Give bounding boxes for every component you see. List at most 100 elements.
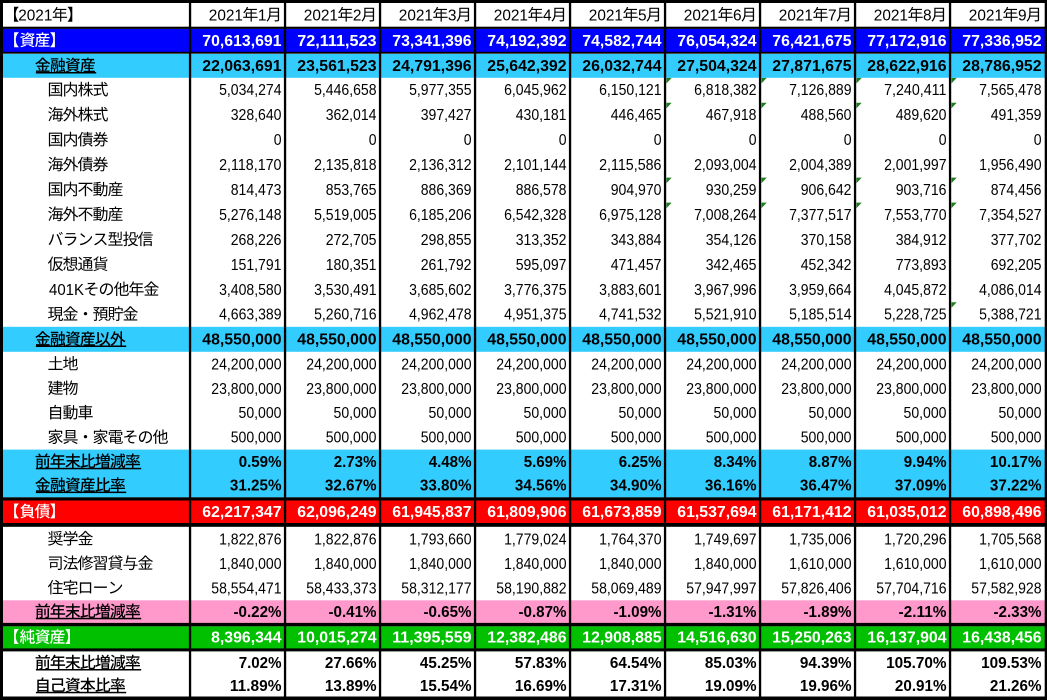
svg-text:5: 5 — [638, 7, 647, 24]
svg-text:23,800,000: 23,800,000 — [496, 381, 566, 398]
svg-text:61,537,694: 61,537,694 — [677, 504, 756, 521]
svg-text:3,883,601: 3,883,601 — [599, 282, 662, 299]
svg-text:7,565,478: 7,565,478 — [979, 82, 1042, 99]
svg-text:77,336,952: 77,336,952 — [962, 33, 1041, 50]
svg-text:2,001,997: 2,001,997 — [884, 157, 946, 174]
svg-text:853,765: 853,765 — [326, 182, 377, 199]
svg-text:4,951,375: 4,951,375 — [504, 307, 567, 324]
svg-text:430,181: 430,181 — [516, 107, 567, 124]
svg-text:1,822,876: 1,822,876 — [314, 531, 377, 548]
svg-text:3,959,664: 3,959,664 — [789, 282, 852, 299]
svg-text:3,776,375: 3,776,375 — [504, 282, 567, 299]
svg-text:58,190,882: 58,190,882 — [496, 580, 566, 597]
svg-text:48,550,000: 48,550,000 — [392, 332, 471, 349]
svg-text:105.70%: 105.70% — [886, 655, 946, 672]
svg-text:58,554,471: 58,554,471 — [211, 580, 281, 597]
svg-text:1,705,568: 1,705,568 — [979, 531, 1042, 548]
svg-text:1,735,006: 1,735,006 — [789, 531, 852, 548]
svg-text:7,008,264: 7,008,264 — [694, 207, 757, 224]
svg-text:7,240,411: 7,240,411 — [884, 82, 947, 99]
svg-text:0: 0 — [844, 132, 852, 149]
svg-text:7,354,527: 7,354,527 — [979, 207, 1041, 224]
svg-text:397,427: 397,427 — [421, 107, 472, 124]
svg-text:9.94%: 9.94% — [904, 454, 947, 471]
svg-text:16.69%: 16.69% — [515, 678, 567, 695]
svg-text:0: 0 — [559, 132, 567, 149]
svg-text:930,259: 930,259 — [706, 182, 757, 199]
svg-text:76,421,675: 76,421,675 — [772, 33, 851, 50]
svg-text:1,749,697: 1,749,697 — [694, 531, 756, 548]
svg-text:60,898,496: 60,898,496 — [962, 504, 1041, 521]
svg-text:2,136,312: 2,136,312 — [409, 157, 471, 174]
svg-text:2,093,004: 2,093,004 — [694, 157, 757, 174]
svg-text:446,465: 446,465 — [611, 107, 662, 124]
svg-text:24,200,000: 24,200,000 — [401, 356, 471, 373]
svg-text:50,000: 50,000 — [809, 405, 852, 422]
svg-text:24,200,000: 24,200,000 — [781, 356, 851, 373]
svg-text:1,610,000: 1,610,000 — [884, 556, 947, 573]
svg-text:23,800,000: 23,800,000 — [686, 381, 756, 398]
svg-text:48,550,000: 48,550,000 — [487, 332, 566, 349]
svg-text:50,000: 50,000 — [239, 405, 282, 422]
svg-text:2,118,170: 2,118,170 — [219, 157, 282, 174]
svg-text:3,967,996: 3,967,996 — [694, 282, 757, 299]
svg-text:57,704,716: 57,704,716 — [876, 580, 946, 597]
svg-text:692,205: 692,205 — [991, 257, 1042, 274]
svg-text:7.02%: 7.02% — [239, 655, 282, 672]
svg-text:9: 9 — [1018, 7, 1027, 24]
svg-text:500,000: 500,000 — [516, 430, 567, 447]
svg-text:2021: 2021 — [684, 7, 718, 24]
svg-text:15,250,263: 15,250,263 — [772, 630, 851, 647]
svg-text:5,260,716: 5,260,716 — [314, 307, 377, 324]
svg-text:109.53%: 109.53% — [981, 655, 1041, 672]
svg-text:2,004,389: 2,004,389 — [789, 157, 852, 174]
svg-text:362,014: 362,014 — [326, 107, 377, 124]
svg-text:5.69%: 5.69% — [524, 454, 567, 471]
svg-text:874,456: 874,456 — [991, 182, 1042, 199]
svg-text:22,063,691: 22,063,691 — [202, 58, 281, 75]
svg-text:1,793,660: 1,793,660 — [409, 531, 472, 548]
svg-text:4,962,478: 4,962,478 — [409, 307, 472, 324]
svg-text:2: 2 — [353, 7, 362, 24]
svg-text:16,137,904: 16,137,904 — [867, 630, 946, 647]
svg-text:4,086,014: 4,086,014 — [979, 282, 1042, 299]
svg-text:5,276,148: 5,276,148 — [219, 207, 282, 224]
svg-text:50,000: 50,000 — [524, 405, 567, 422]
svg-text:1,779,024: 1,779,024 — [504, 531, 567, 548]
svg-text:-0.65%: -0.65% — [424, 604, 472, 621]
svg-text:50,000: 50,000 — [904, 405, 947, 422]
svg-text:814,473: 814,473 — [231, 182, 282, 199]
svg-text:0: 0 — [749, 132, 757, 149]
svg-text:24,200,000: 24,200,000 — [971, 356, 1041, 373]
svg-text:500,000: 500,000 — [326, 430, 377, 447]
svg-text:16,438,456: 16,438,456 — [962, 630, 1041, 647]
svg-text:48,550,000: 48,550,000 — [867, 332, 946, 349]
svg-text:12,382,486: 12,382,486 — [487, 630, 566, 647]
svg-text:50,000: 50,000 — [334, 405, 377, 422]
svg-text:73,341,396: 73,341,396 — [392, 33, 471, 50]
svg-text:500,000: 500,000 — [896, 430, 947, 447]
svg-text:1,720,296: 1,720,296 — [884, 531, 947, 548]
svg-text:272,705: 272,705 — [326, 232, 377, 249]
svg-text:37.09%: 37.09% — [895, 478, 947, 495]
svg-text:24,200,000: 24,200,000 — [211, 356, 281, 373]
svg-text:2021: 2021 — [589, 7, 623, 24]
svg-text:1: 1 — [258, 7, 267, 24]
svg-text:11.89%: 11.89% — [230, 678, 282, 695]
svg-text:32.67%: 32.67% — [325, 478, 377, 495]
svg-text:21.26%: 21.26% — [990, 678, 1042, 695]
svg-text:328,640: 328,640 — [231, 107, 282, 124]
svg-text:64.54%: 64.54% — [610, 655, 662, 672]
svg-text:24,200,000: 24,200,000 — [306, 356, 376, 373]
svg-text:28,786,952: 28,786,952 — [962, 58, 1041, 75]
svg-text:151,791: 151,791 — [231, 257, 282, 274]
svg-text:471,457: 471,457 — [611, 257, 662, 274]
svg-text:62,096,249: 62,096,249 — [297, 504, 376, 521]
svg-text:7,126,889: 7,126,889 — [789, 82, 852, 99]
svg-text:15.54%: 15.54% — [420, 678, 472, 695]
svg-text:24,791,396: 24,791,396 — [392, 58, 471, 75]
svg-text:6: 6 — [733, 7, 742, 24]
svg-text:500,000: 500,000 — [611, 430, 662, 447]
svg-text:886,369: 886,369 — [421, 182, 472, 199]
svg-text:48,550,000: 48,550,000 — [772, 332, 851, 349]
